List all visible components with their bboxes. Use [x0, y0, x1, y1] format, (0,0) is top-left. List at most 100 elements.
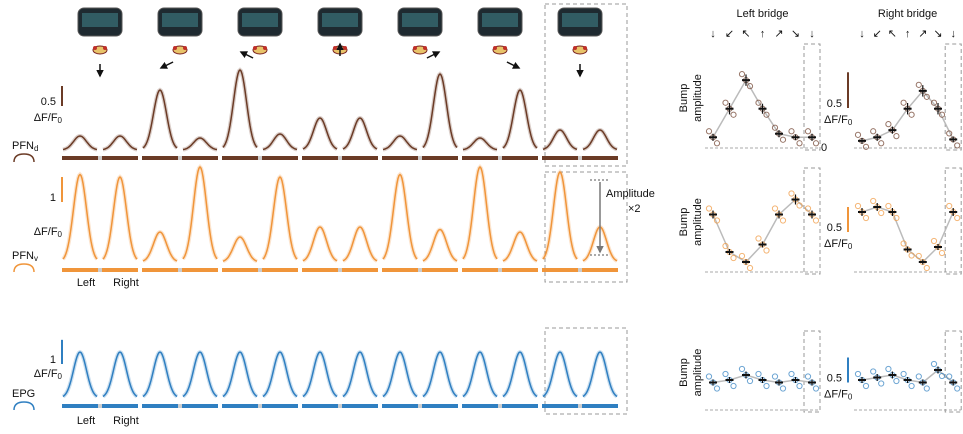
fly-dot: [805, 374, 810, 379]
fly-dot: [886, 366, 891, 371]
heading-symbol: ↙: [725, 28, 734, 40]
cell-type-label: EPG: [12, 388, 35, 400]
glomerulus-bar: [182, 156, 218, 160]
fly-dot: [879, 141, 884, 146]
fly-dot: [706, 129, 711, 134]
cell-type-label: PFNv: [12, 250, 38, 263]
glomerulus-bar: [382, 268, 418, 272]
highlight-box: [945, 331, 961, 412]
unit-label-main: ΔF/F: [34, 368, 58, 380]
cell-type-label: PFNd: [12, 140, 38, 153]
fly-dot: [901, 100, 906, 105]
glomerulus-bar: [462, 156, 498, 160]
fly-dot: [939, 250, 944, 255]
fly-dot: [886, 122, 891, 127]
fly-eye: [173, 46, 177, 50]
bump-trace: [343, 227, 377, 261]
unit-label-sub: 0: [58, 372, 63, 381]
glomerulus-bar: [502, 404, 538, 408]
unit-label-main: ΔF/F: [824, 114, 848, 126]
bump-trace: [543, 352, 577, 396]
fly-eye: [183, 46, 187, 50]
bridge-gap: [178, 268, 182, 272]
fly-dot: [764, 248, 769, 253]
bump-trace: [583, 352, 617, 396]
fly-dot: [863, 383, 868, 388]
bump-trace: [503, 90, 537, 148]
fly-dot: [780, 218, 785, 223]
bridge-gap: [178, 404, 182, 408]
fly-dot: [955, 143, 960, 148]
unit-label: ΔF/F0: [824, 388, 853, 401]
bridge-gap: [578, 404, 582, 408]
glomerulus-bar: [422, 156, 458, 160]
fly-eye: [253, 46, 257, 50]
glomerulus-bar: [302, 156, 338, 160]
bridge-gap: [418, 404, 422, 408]
bump-trace: [463, 167, 497, 259]
bridge-gap: [498, 268, 502, 272]
heading-symbol: ↗: [774, 28, 783, 40]
fly-dot: [955, 386, 960, 391]
cell-type-label-sub: d: [34, 144, 38, 153]
glomerulus-bar: [262, 268, 298, 272]
arena-pattern: [402, 13, 438, 27]
fly-dot: [789, 191, 794, 196]
heading-symbol: ↘: [791, 28, 800, 40]
fly-dot: [747, 378, 752, 383]
glomerulus-bar: [102, 404, 138, 408]
cell-type-label-main: PFN: [12, 250, 34, 262]
unit-label-sub: 0: [848, 393, 853, 402]
cell-type-label-sub: v: [34, 254, 38, 263]
bump-trace: [303, 227, 337, 261]
fly-dot: [714, 141, 719, 146]
bridge-gap: [98, 404, 102, 408]
bump-trace: [463, 352, 497, 396]
arena-pattern: [162, 13, 198, 27]
scale-bar-label: 0.5: [827, 222, 842, 234]
glomerulus-bar: [142, 404, 178, 408]
fly-dot: [909, 112, 914, 117]
unit-label: ΔF/F0: [34, 112, 63, 125]
fly-dot: [756, 371, 761, 376]
cell-type-label-main: EPG: [12, 388, 35, 400]
annotation: ×2: [628, 203, 641, 215]
scale-bar-label: 1: [50, 354, 56, 366]
heading-symbol: ↙: [873, 28, 882, 40]
arena-pattern: [322, 13, 358, 27]
glomerulus-bar: [582, 156, 618, 160]
arena-pattern: [82, 13, 118, 27]
x-label: Left: [77, 277, 95, 289]
bump-trace: [383, 175, 417, 260]
bump-trace: [503, 352, 537, 396]
glomerulus-bar: [342, 268, 378, 272]
bump-trace: [343, 118, 377, 149]
fly-dot: [931, 361, 936, 366]
bridge-gap: [98, 156, 102, 160]
heading-arrow: [241, 52, 253, 58]
unit-label-sub: 0: [848, 242, 853, 251]
fly-eye: [413, 46, 417, 50]
bump-trace: [263, 352, 297, 396]
bump-trace: [303, 352, 337, 396]
bridge-gap: [98, 268, 102, 272]
highlight-box: [545, 328, 627, 414]
fly-dot: [706, 374, 711, 379]
fly-eye: [263, 46, 267, 50]
highlight-box: [945, 168, 961, 274]
glomerulus-bar: [222, 268, 258, 272]
fly-dot: [789, 371, 794, 376]
fly-dot: [780, 137, 785, 142]
glomerulus-bar: [342, 156, 378, 160]
bridge-gap: [578, 156, 582, 160]
arena-pattern: [242, 13, 278, 27]
fly-dot: [813, 141, 818, 146]
bridge-gap: [338, 268, 342, 272]
bump-trace: [423, 74, 457, 148]
bridge-gap: [338, 404, 342, 408]
bridge-gap: [498, 156, 502, 160]
unit-label: ΔF/F0: [34, 226, 63, 239]
bump-trace: [383, 352, 417, 396]
fly-dot: [706, 206, 711, 211]
fly-eye: [103, 46, 107, 50]
